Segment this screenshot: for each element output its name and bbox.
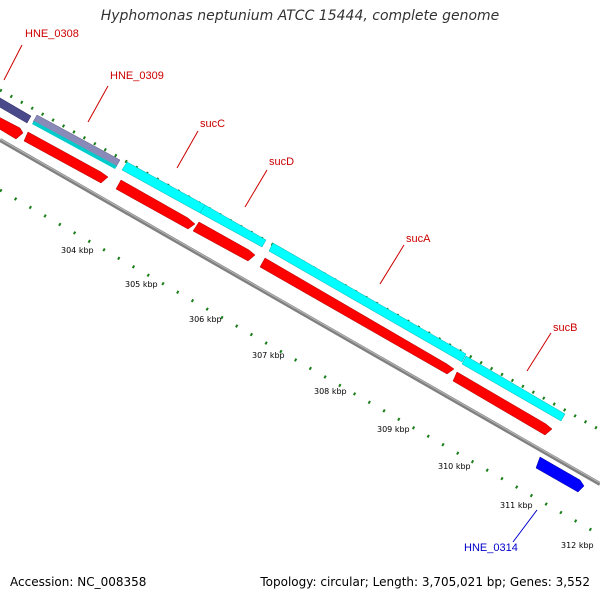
tick-label-308: 308 kbp	[314, 387, 347, 396]
leader-sucb	[526, 332, 552, 372]
tick-label-307: 307 kbp	[252, 351, 285, 360]
genome-summary: Topology: circular; Length: 3,705,021 bp…	[260, 575, 590, 589]
gene-label-suca: sucA	[406, 233, 431, 245]
gene-label-hne0308: HNE_0308	[25, 28, 79, 40]
gene-label-sucb: sucB	[553, 322, 577, 334]
tick-label-311: 311 kbp	[500, 501, 533, 510]
genome-backbone	[0, 138, 600, 486]
cds-arrow-sucd	[192, 221, 256, 262]
gene-bar-hne0308	[0, 97, 32, 124]
tick-label-312: 312 kbp	[561, 541, 594, 550]
gene-bar-sucb	[461, 355, 566, 422]
gene-label-sucd: sucD	[269, 156, 294, 168]
tick-label-304: 304 kbp	[61, 246, 94, 255]
leader-hne0314	[512, 509, 538, 543]
cds-arrow-succ	[115, 179, 196, 230]
gene-label-hne0314: HNE_0314	[464, 542, 518, 554]
map-title: Hyphomonas neptunium ATCC 15444, complet…	[100, 8, 500, 24]
gene-bar-hne0309-cyan	[32, 121, 117, 169]
leader-succ	[176, 130, 199, 169]
genome-backbone-highlight	[0, 138, 600, 484]
leader-hne0308	[3, 44, 23, 81]
accession-label: Accession: NC_008358	[10, 575, 147, 589]
gene-label-hne0309: HNE_0309	[110, 70, 164, 82]
gene-arrow-hne0314	[535, 456, 585, 493]
tick-label-305: 305 kbp	[125, 280, 158, 289]
cds-arrow-hne0308	[0, 117, 24, 140]
gene-label-succ: sucC	[200, 118, 225, 130]
cds-arrow-sucb	[452, 371, 553, 436]
leader-suca	[379, 244, 405, 285]
leader-hne0309	[87, 85, 109, 123]
cds-arrow-hne0309	[23, 131, 109, 184]
tick-label-306: 306 kbp	[189, 315, 222, 324]
gene-bar-suca	[268, 242, 467, 363]
tick-label-309: 309 kbp	[377, 425, 410, 434]
gene-bar-sucd	[199, 204, 267, 248]
inner-tick-ring	[0, 188, 600, 537]
cds-arrow-suca	[259, 257, 455, 375]
leader-sucd	[244, 169, 268, 208]
tick-label-310: 310 kbp	[438, 462, 471, 471]
